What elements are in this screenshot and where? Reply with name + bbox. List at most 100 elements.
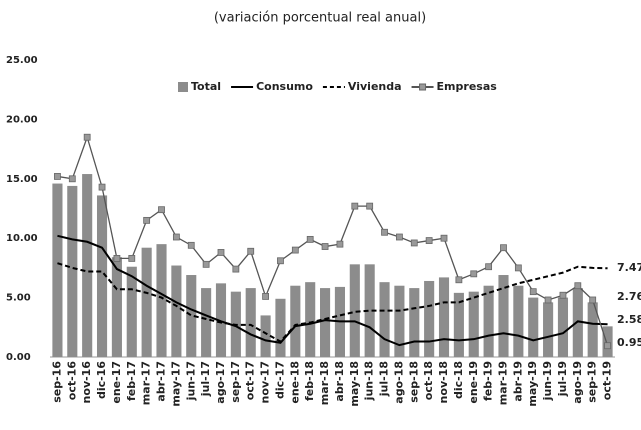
end-label: 0.95 — [617, 336, 641, 349]
end-label: 2.58 — [617, 313, 641, 326]
bar — [111, 257, 122, 357]
x-tick-label: nov-18 — [437, 361, 450, 403]
bar — [483, 285, 494, 357]
bar — [305, 282, 316, 357]
bar — [156, 244, 167, 357]
x-tick-label: mar-18 — [318, 361, 331, 405]
marker — [187, 241, 195, 249]
bar — [67, 185, 78, 357]
marker — [381, 228, 388, 236]
legend-label: Total — [191, 80, 221, 93]
marker — [529, 288, 537, 296]
x-tick-label: sep-17 — [229, 361, 242, 403]
legend-label: Vivienda — [348, 80, 402, 93]
x-tick-label: feb-17 — [125, 361, 138, 401]
marker — [143, 216, 151, 224]
bar — [543, 302, 554, 357]
marker — [54, 173, 61, 180]
bar — [557, 297, 569, 357]
bar — [409, 288, 420, 357]
bar — [513, 285, 524, 357]
marker — [396, 233, 403, 241]
marker — [247, 247, 255, 255]
marker — [425, 237, 433, 244]
legend-marker — [419, 83, 427, 91]
chart-title: (variación porcentual real anual) — [214, 11, 426, 26]
marker — [128, 254, 136, 262]
x-tick-label: may-17 — [169, 361, 182, 407]
x-tick-label: jun-17 — [184, 361, 197, 401]
bar — [260, 315, 271, 357]
marker — [232, 265, 240, 273]
bar — [290, 285, 301, 357]
marker — [440, 234, 448, 242]
legend-label: Consumo — [256, 80, 313, 93]
marker — [485, 263, 493, 271]
bar — [468, 291, 479, 357]
x-tick-label: oct-16 — [65, 361, 78, 401]
marker — [604, 342, 611, 350]
marker — [202, 260, 210, 268]
y-tick-label: 5.00 — [6, 293, 31, 304]
end-label: 2.76 — [617, 290, 641, 303]
bar — [171, 265, 182, 357]
bar — [96, 195, 108, 357]
bar — [52, 183, 63, 357]
legend-label: Empresas — [437, 80, 498, 93]
y-tick-label: 20.00 — [6, 114, 38, 125]
marker — [98, 183, 106, 191]
bar — [349, 264, 360, 357]
bar — [602, 326, 613, 357]
line — [57, 262, 608, 343]
x-tick-label: jun-19 — [541, 361, 554, 401]
bar — [424, 280, 435, 357]
marker — [455, 276, 463, 284]
x-tick-label: nov-17 — [259, 361, 272, 403]
bar — [82, 174, 93, 357]
x-tick-label: ene-18 — [288, 361, 301, 404]
x-tick-label: feb-18 — [303, 361, 316, 401]
bar — [379, 282, 390, 357]
y-tick-label: 10.00 — [6, 233, 38, 244]
bar — [320, 288, 331, 357]
x-tick-label: ago-17 — [214, 361, 227, 404]
marker — [158, 206, 165, 214]
line — [57, 135, 609, 346]
x-tick-label: jul-18 — [378, 361, 391, 397]
bar — [453, 292, 464, 357]
marker — [366, 202, 374, 210]
x-tick-label: abr-19 — [511, 361, 524, 402]
end-label: 7.47 — [617, 261, 641, 274]
bar — [587, 302, 598, 357]
x-tick-label: may-18 — [348, 361, 361, 407]
line — [57, 234, 608, 347]
marker — [589, 296, 597, 304]
marker — [574, 282, 582, 290]
y-tick-label: 0.00 — [6, 352, 31, 363]
marker — [410, 239, 418, 247]
bar — [438, 277, 450, 357]
x-tick-label: dic-18 — [452, 361, 465, 399]
marker — [113, 254, 121, 262]
marker — [291, 246, 299, 254]
x-tick-label: mar-17 — [140, 361, 153, 405]
marker — [306, 235, 314, 243]
x-tick-label: dic-17 — [273, 361, 286, 399]
x-tick-label: jul-17 — [199, 361, 212, 397]
x-tick-label: oct-19 — [601, 361, 614, 400]
bar — [275, 298, 286, 357]
bar — [215, 283, 227, 357]
x-tick-label: sep-19 — [586, 361, 599, 403]
x-tick-label: ago-18 — [392, 361, 405, 404]
marker — [500, 244, 507, 252]
marker — [544, 296, 552, 304]
bar — [201, 288, 212, 357]
marker — [470, 270, 478, 278]
marker — [321, 243, 329, 250]
bar — [186, 275, 197, 357]
x-tick-label: jun-18 — [363, 361, 376, 401]
marker — [559, 291, 567, 299]
bar — [528, 297, 539, 357]
marker — [172, 233, 180, 241]
